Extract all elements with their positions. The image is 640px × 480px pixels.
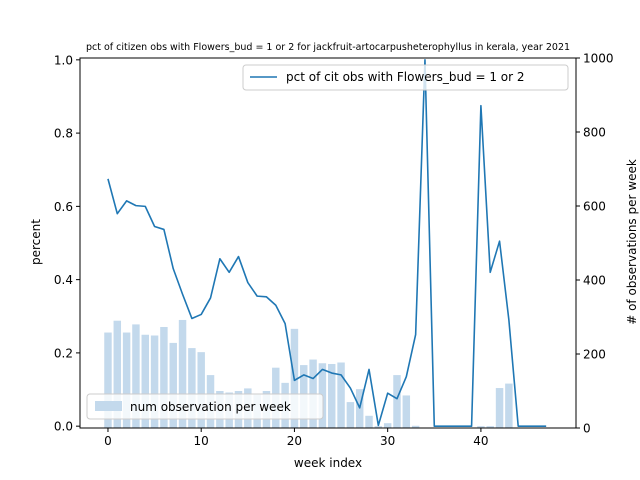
bar xyxy=(104,332,112,428)
bar xyxy=(393,375,401,428)
legend-line-label: pct of cit obs with Flowers_bud = 1 or 2 xyxy=(286,70,525,84)
legend-line: pct of cit obs with Flowers_bud = 1 or 2 xyxy=(242,64,569,91)
bar xyxy=(160,326,168,428)
y-left-tick-label: 1.0 xyxy=(54,53,73,67)
bar xyxy=(346,402,355,428)
x-axis-label: week index xyxy=(294,456,362,470)
y-right-tick-label: 200 xyxy=(583,348,606,362)
y-left-tick-label: 0.4 xyxy=(54,273,73,287)
x-tick-label: 40 xyxy=(473,434,488,448)
x-tick-label: 20 xyxy=(287,434,302,448)
plot-frame xyxy=(79,57,577,429)
legend-line-box xyxy=(242,64,569,91)
y-left-tick-label: 0.6 xyxy=(54,200,73,214)
y-right-tick-label: 400 xyxy=(583,274,606,288)
y-left-tick-label: 0.2 xyxy=(54,346,73,360)
x-tick-label: 30 xyxy=(380,434,395,448)
bar xyxy=(328,363,336,428)
bar xyxy=(197,352,205,428)
bar xyxy=(505,383,513,428)
line-series xyxy=(107,59,547,427)
y-right-axis-ticks: 0 200 400 600 800 1000 xyxy=(576,52,614,436)
bar xyxy=(374,426,383,428)
bar xyxy=(402,395,411,428)
bar xyxy=(365,415,373,428)
x-tick-label: 10 xyxy=(194,434,209,448)
bar xyxy=(188,348,196,428)
legend-bar-swatch xyxy=(95,401,122,411)
y-right-tick-label: 1000 xyxy=(583,52,614,66)
bar xyxy=(169,342,177,428)
bar xyxy=(383,423,392,428)
y-left-tick-label: 0.0 xyxy=(54,420,73,434)
bar xyxy=(141,334,149,428)
y-right-tick-label: 800 xyxy=(583,126,606,140)
bar xyxy=(411,425,420,428)
legend-bar-label: num observation per week xyxy=(130,400,291,414)
x-tick-label: 0 xyxy=(104,434,112,448)
bar xyxy=(477,426,485,428)
series-line xyxy=(107,59,547,427)
y-left-axis-ticks: 0.0 0.2 0.4 0.6 0.8 1.0 xyxy=(54,53,80,434)
bar xyxy=(122,332,131,428)
bar xyxy=(132,324,140,428)
y-left-axis-label: percent xyxy=(29,219,43,265)
legend-bar-box xyxy=(86,393,324,420)
y-right-axis-label: # of observations per week xyxy=(625,159,639,325)
bar xyxy=(495,388,504,428)
legend-bar: num observation per week xyxy=(86,393,324,420)
bar xyxy=(486,426,494,428)
bar xyxy=(113,320,122,428)
y-right-tick-label: 600 xyxy=(583,200,606,214)
y-right-tick-label: 0 xyxy=(583,422,591,436)
y-left-tick-label: 0.8 xyxy=(54,127,73,141)
bar xyxy=(337,362,345,428)
bar xyxy=(150,335,159,428)
bar xyxy=(178,319,187,428)
chart-title: pct of citizen obs with Flowers_bud = 1 … xyxy=(86,42,570,53)
x-axis-ticks: 0 10 20 30 40 xyxy=(104,428,489,448)
